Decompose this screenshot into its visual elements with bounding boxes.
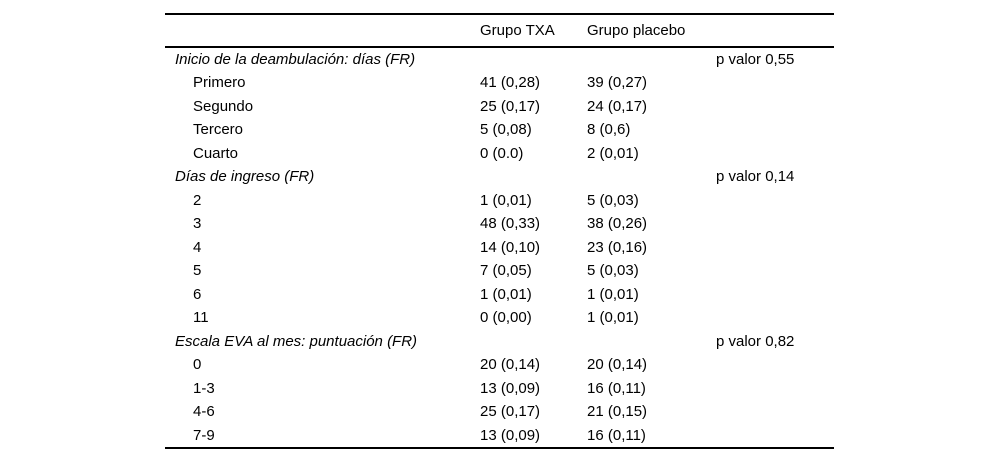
data-row: 6 1 (0,01) 1 (0,01) (165, 283, 834, 307)
cell-placebo: 24 (0,17) (587, 97, 648, 115)
section-row: Escala EVA al mes: puntuación (FR) p val… (165, 330, 834, 354)
section-title: Días de ingreso (FR) (175, 168, 315, 186)
data-row: 11 0 (0,00) 1 (0,01) (165, 306, 834, 330)
data-row: 4-6 25 (0,17) 21 (0,15) (165, 400, 834, 424)
cell-placebo: 16 (0,11) (587, 379, 646, 397)
cell-txa: 14 (0,10) (480, 238, 541, 256)
cell-txa: 0 (0.0) (480, 144, 524, 162)
row-label: 4-6 (193, 403, 215, 421)
row-label: 0 (193, 356, 202, 374)
data-row: 3 48 (0,33) 38 (0,26) (165, 212, 834, 236)
section-p-value: p valor 0,14 (716, 168, 795, 186)
section-title: Escala EVA al mes: puntuación (FR) (175, 332, 418, 350)
cell-txa: 48 (0,33) (480, 215, 541, 233)
data-row: 1-3 13 (0,09) 16 (0,11) (165, 377, 834, 401)
table-body: Inicio de la deambulación: días (FR) p v… (165, 48, 834, 448)
cell-txa: 41 (0,28) (480, 74, 541, 92)
cell-txa: 20 (0,14) (480, 356, 541, 374)
section-row: Inicio de la deambulación: días (FR) p v… (165, 48, 834, 72)
cell-txa: 7 (0,05) (480, 262, 532, 280)
table-bottom-rule (165, 447, 834, 449)
section-title: Inicio de la deambulación: días (FR) (175, 50, 416, 68)
row-label: 2 (193, 191, 202, 209)
row-label: 1-3 (193, 379, 215, 397)
cell-placebo: 5 (0,03) (587, 262, 639, 280)
data-row: Primero 41 (0,28) 39 (0,27) (165, 71, 834, 95)
cell-txa: 0 (0,00) (480, 309, 532, 327)
cell-txa: 1 (0,01) (480, 285, 532, 303)
statistics-table: Grupo TXA Grupo placebo Inicio de la dea… (165, 13, 834, 449)
row-label: Tercero (193, 121, 244, 139)
cell-txa: 13 (0,09) (480, 426, 541, 444)
cell-placebo: 1 (0,01) (587, 285, 639, 303)
section-p-value: p valor 0,55 (716, 50, 795, 68)
data-row: 5 7 (0,05) 5 (0,03) (165, 259, 834, 283)
cell-placebo: 2 (0,01) (587, 144, 639, 162)
cell-placebo: 8 (0,6) (587, 121, 631, 139)
cell-placebo: 21 (0,15) (587, 403, 648, 421)
cell-placebo: 1 (0,01) (587, 309, 639, 327)
table-header-row: Grupo TXA Grupo placebo (165, 15, 834, 46)
cell-placebo: 39 (0,27) (587, 74, 648, 92)
data-row: 2 1 (0,01) 5 (0,03) (165, 189, 834, 213)
row-label: 4 (193, 238, 202, 256)
data-row: Segundo 25 (0,17) 24 (0,17) (165, 95, 834, 119)
data-row: Tercero 5 (0,08) 8 (0,6) (165, 118, 834, 142)
header-group-placebo: Grupo placebo (587, 21, 686, 39)
cell-txa: 5 (0,08) (480, 121, 532, 139)
row-label: 7-9 (193, 426, 215, 444)
cell-txa: 1 (0,01) (480, 191, 532, 209)
cell-txa: 25 (0,17) (480, 97, 541, 115)
cell-placebo: 38 (0,26) (587, 215, 648, 233)
data-row: Cuarto 0 (0.0) 2 (0,01) (165, 142, 834, 166)
data-row: 7-9 13 (0,09) 16 (0,11) (165, 424, 834, 448)
table-top-rule (165, 13, 834, 15)
section-row: Días de ingreso (FR) p valor 0,14 (165, 165, 834, 189)
row-label: Segundo (193, 97, 254, 115)
data-row: 0 20 (0,14) 20 (0,14) (165, 353, 834, 377)
cell-placebo: 23 (0,16) (587, 238, 648, 256)
table-header-rule (165, 45, 834, 48)
row-label: 6 (193, 285, 202, 303)
row-label: Primero (193, 74, 246, 92)
row-label: Cuarto (193, 144, 239, 162)
cell-placebo: 5 (0,03) (587, 191, 639, 209)
section-p-value: p valor 0,82 (716, 332, 795, 350)
header-group-txa: Grupo TXA (480, 21, 555, 39)
cell-placebo: 20 (0,14) (587, 356, 648, 374)
cell-placebo: 16 (0,11) (587, 426, 646, 444)
cell-txa: 13 (0,09) (480, 379, 541, 397)
row-label: 3 (193, 215, 202, 233)
data-row: 4 14 (0,10) 23 (0,16) (165, 236, 834, 260)
cell-txa: 25 (0,17) (480, 403, 541, 421)
row-label: 5 (193, 262, 202, 280)
row-label: 11 (193, 309, 209, 327)
